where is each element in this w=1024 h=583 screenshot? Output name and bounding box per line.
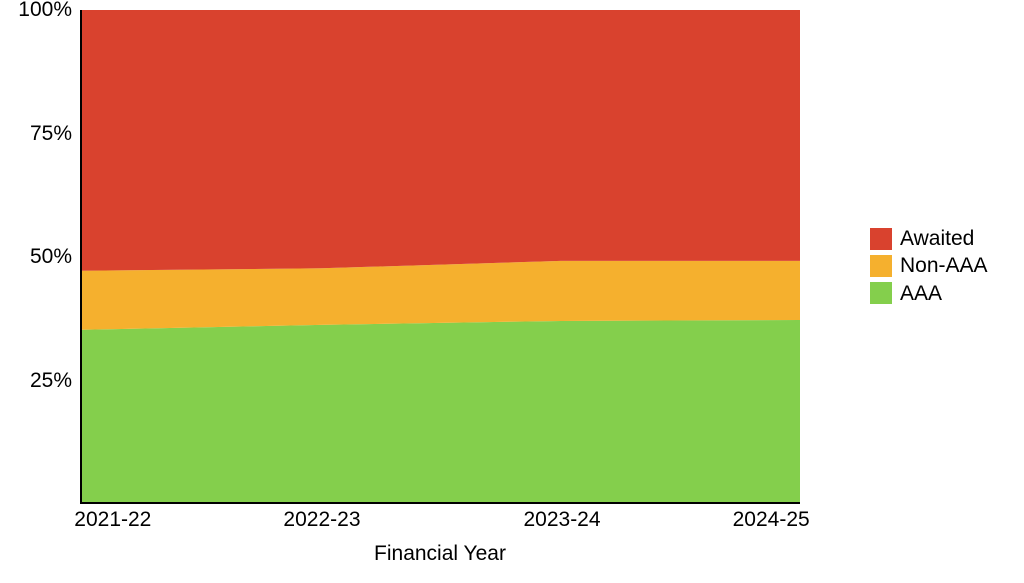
area-series-aaa: [82, 320, 800, 502]
x-tick-label: 2021-22: [74, 502, 151, 532]
chart-container: 25% 50% 75% 100% 2021-22 2022-23 2023-24 2024-2…: [0, 0, 1024, 583]
x-tick-label: 2023-24: [523, 502, 600, 532]
area-series-non-aaa: [82, 261, 800, 330]
y-tick-label: 75%: [30, 122, 82, 146]
legend-label: Non-AAA: [900, 252, 988, 279]
x-tick-label: 2024-25: [733, 502, 810, 532]
legend-label: Awaited: [900, 225, 974, 252]
legend-item-non-aaa: Non-AAA: [870, 252, 988, 279]
area-series-awaited: [82, 10, 800, 271]
legend-swatch-icon: [870, 255, 892, 277]
legend: AwaitedNon-AAAAAA: [870, 225, 988, 307]
x-axis-label: Financial Year: [374, 542, 506, 566]
x-tick-label: 2022-23: [283, 502, 360, 532]
y-tick-label: 50%: [30, 245, 82, 269]
y-tick-label: 25%: [30, 369, 82, 393]
legend-label: AAA: [900, 280, 942, 307]
legend-item-aaa: AAA: [870, 280, 988, 307]
stacked-area-svg: [82, 10, 800, 502]
legend-swatch-icon: [870, 282, 892, 304]
chart-wrap: 25%50%75%100%2021-222022-232023-242024-2…: [80, 10, 800, 504]
y-tick-label: 100%: [18, 0, 82, 22]
legend-item-awaited: Awaited: [870, 225, 988, 252]
legend-swatch-icon: [870, 228, 892, 250]
plot-area: 25%50%75%100%2021-222022-232023-242024-2…: [80, 10, 800, 504]
